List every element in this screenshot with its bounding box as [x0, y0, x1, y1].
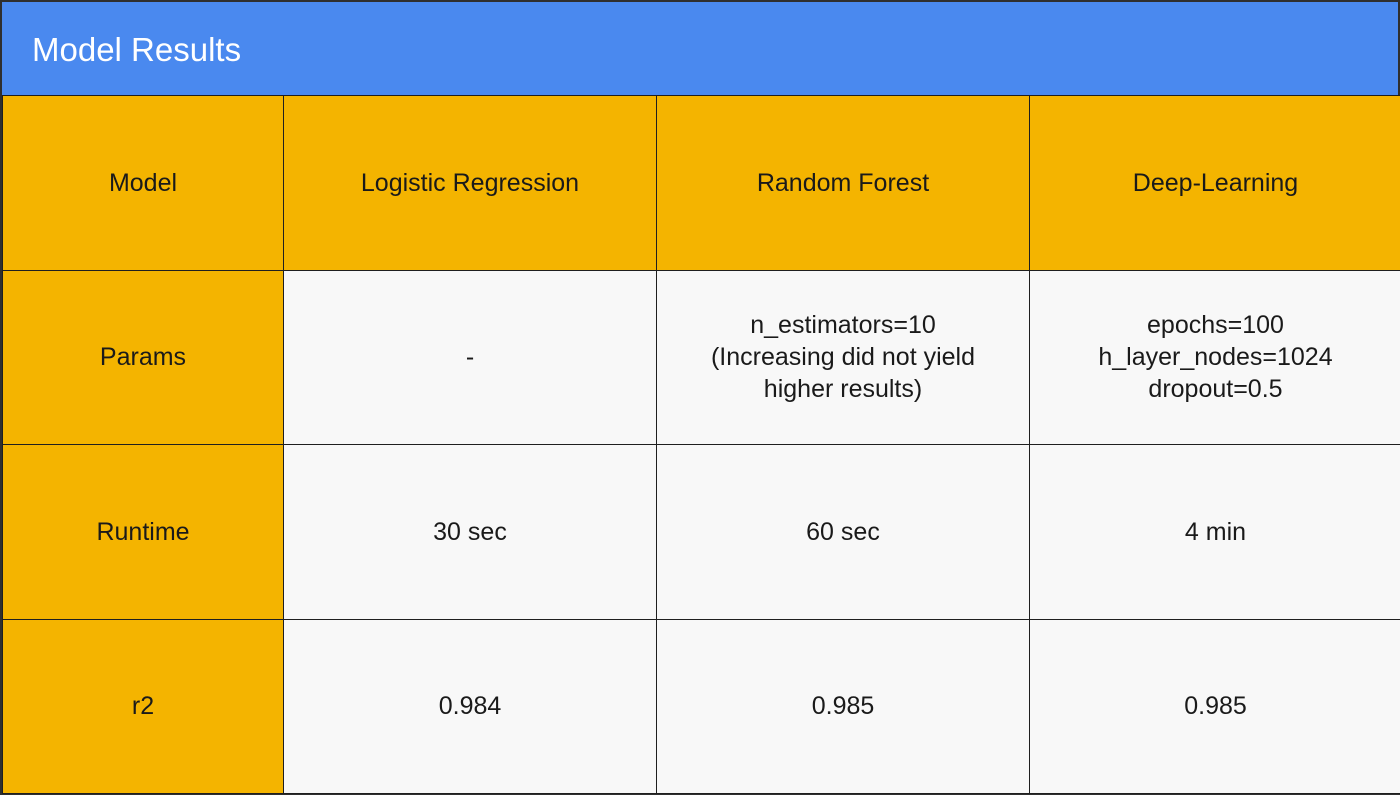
params-dl-line-2: h_layer_nodes=1024 [1098, 343, 1333, 372]
params-rf-line-3: higher results) [763, 375, 923, 404]
title-bar: Model Results [2, 2, 1398, 96]
r2-logistic-regression: 0.984 [283, 618, 657, 794]
row-label-params: Params [2, 269, 284, 445]
header-cell-logistic-regression: Logistic Regression [283, 95, 657, 271]
params-dl-line-1: epochs=100 [1147, 311, 1284, 340]
runtime-deep-learning: 4 min [1029, 444, 1400, 620]
table-row-runtime: Runtime 30 sec 60 sec 4 min [2, 444, 1400, 620]
params-lr-line: - [465, 343, 475, 372]
row-label-r2: r2 [2, 618, 284, 794]
params-random-forest: n_estimators=10 (Increasing did not yiel… [656, 269, 1030, 445]
params-dl-line-3: dropout=0.5 [1148, 375, 1283, 404]
header-cell-random-forest: Random Forest [656, 95, 1030, 271]
header-cell-deep-learning: Deep-Learning [1029, 95, 1400, 271]
table-row-r2: r2 0.984 0.985 0.985 [2, 618, 1400, 794]
header-row: Model Logistic Regression Random Forest … [2, 95, 1400, 271]
runtime-logistic-regression: 30 sec [283, 444, 657, 620]
table-row-params: Params - n_estimators=10 (Increasing did… [2, 269, 1400, 445]
params-rf-line-1: n_estimators=10 [750, 311, 936, 340]
results-table: Model Logistic Regression Random Forest … [2, 95, 1400, 794]
slide-title: Model Results [32, 31, 242, 68]
params-deep-learning: epochs=100 h_layer_nodes=1024 dropout=0.… [1029, 269, 1400, 445]
header-cell-model: Model [2, 95, 284, 271]
params-rf-line-2: (Increasing did not yield [710, 343, 976, 372]
runtime-random-forest: 60 sec [656, 444, 1030, 620]
row-label-runtime: Runtime [2, 444, 284, 620]
params-logistic-regression: - [283, 269, 657, 445]
r2-deep-learning: 0.985 [1029, 618, 1400, 794]
r2-random-forest: 0.985 [656, 618, 1030, 794]
